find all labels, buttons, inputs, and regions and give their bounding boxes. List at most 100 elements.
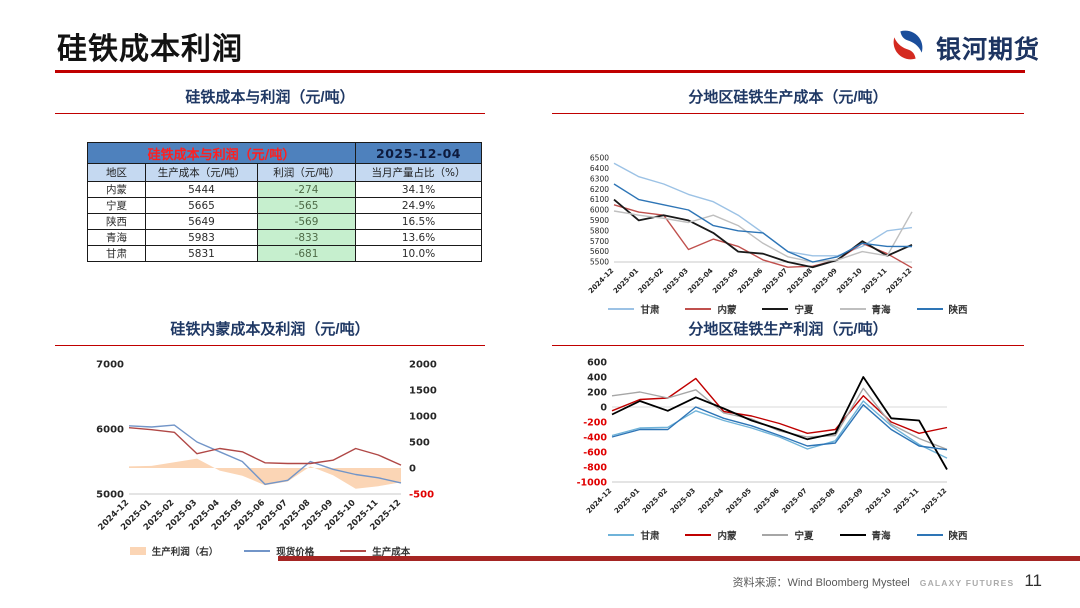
svg-text:5900: 5900 <box>590 216 609 225</box>
series-line-宁夏 <box>613 198 913 269</box>
svg-text:-1000: -1000 <box>577 477 608 488</box>
svg-text:2024-12: 2024-12 <box>587 267 615 295</box>
legend-label: 陕西 <box>948 531 968 542</box>
legend-swatch <box>762 308 789 310</box>
series-line-内蒙 <box>611 377 948 435</box>
column-header: 生产成本（元/吨） <box>145 163 258 182</box>
svg-text:5800: 5800 <box>590 226 609 235</box>
table-row: 甘肃 5831 -681 10.0% <box>87 245 483 262</box>
page-number: 11 <box>1024 571 1042 590</box>
legend-item-青海: 青海 <box>839 528 891 542</box>
legend-label: 生产成本 <box>372 547 411 558</box>
series-line-宁夏 <box>611 387 948 451</box>
panel-neimeng-chart: 硅铁内蒙成本及利润（元/吨） 5000 6000 7000 -500 0 500 1000 1… <box>55 318 485 558</box>
legend-item-生产利润（右）: 生产利润（右） <box>129 544 219 558</box>
legend-item-陕西: 陕西 <box>916 302 968 316</box>
svg-text:2025-05: 2025-05 <box>725 487 753 515</box>
neimeng-legend: 生产利润（右） 现货价格 生产成本 <box>55 544 485 558</box>
svg-text:2025-11: 2025-11 <box>892 487 920 515</box>
svg-text:1000: 1000 <box>409 412 437 423</box>
svg-text:2025-12: 2025-12 <box>885 267 913 295</box>
svg-text:2025-07: 2025-07 <box>780 487 808 515</box>
svg-text:2025-04: 2025-04 <box>697 487 725 515</box>
legend-label: 甘肃 <box>640 305 660 316</box>
column-header: 当月产量占比（%） <box>355 163 483 182</box>
region-cell: 甘肃 <box>87 245 146 262</box>
svg-text:600: 600 <box>587 357 607 368</box>
profit-cell: -569 <box>256 213 357 230</box>
table-row: 宁夏 5665 -565 24.9% <box>87 197 483 214</box>
legend-label: 现货价格 <box>276 547 315 558</box>
svg-text:2025-09: 2025-09 <box>811 267 839 295</box>
legend-label: 青海 <box>871 305 891 316</box>
panel-regional-cost-chart: 分地区硅铁生产成本（元/吨） 5500 5600 5700 5800 5900 6000 6… <box>552 86 1024 316</box>
svg-text:6400: 6400 <box>590 164 609 173</box>
svg-text:2025-08: 2025-08 <box>786 267 814 295</box>
legend-label: 宁夏 <box>794 305 814 316</box>
legend-item-宁夏: 宁夏 <box>762 302 814 316</box>
footer: 资料来源：Wind Bloomberg Mysteel GALAXY FUTUR… <box>732 571 1042 591</box>
legend-swatch <box>916 534 943 536</box>
series-line-内蒙 <box>613 204 913 269</box>
cost-profit-table: 硅铁成本与利润（元/吨） 2025-12-04 地区 生产成本（元/吨） 利润（元/… <box>86 142 483 262</box>
column-header: 利润（元/吨） <box>256 163 357 182</box>
brand-footer-text: GALAXY FUTURES <box>919 578 1015 588</box>
svg-text:2024-12: 2024-12 <box>585 487 613 515</box>
svg-text:1500: 1500 <box>409 386 437 397</box>
brand-logo: 银河期货 <box>889 26 1040 69</box>
svg-text:5600: 5600 <box>590 247 609 256</box>
title-rule <box>55 70 1025 73</box>
legend-item-现货价格: 现货价格 <box>244 544 314 558</box>
legend-item-甘肃: 甘肃 <box>608 528 659 542</box>
panel-title-regional-profit: 分地区硅铁生产利润（元/吨） <box>552 318 1024 346</box>
neimeng-cost-profit-chart: 500060007000-50005001000150020002024-122… <box>96 360 437 533</box>
svg-text:2025-08: 2025-08 <box>808 487 836 515</box>
legend-swatch <box>608 308 635 310</box>
svg-text:5000: 5000 <box>96 490 124 501</box>
svg-text:-500: -500 <box>409 490 434 501</box>
svg-text:6500: 6500 <box>590 154 609 163</box>
profit-cell: -565 <box>256 197 357 214</box>
share-cell: 10.0% <box>355 245 483 262</box>
svg-text:2025-09: 2025-09 <box>836 487 864 515</box>
series-line-生产成本 <box>128 427 402 466</box>
svg-text:5500: 5500 <box>590 258 609 267</box>
svg-text:200: 200 <box>587 387 607 398</box>
share-cell: 13.6% <box>355 229 483 246</box>
svg-text:0: 0 <box>409 464 416 475</box>
svg-text:2025-06: 2025-06 <box>753 487 781 515</box>
legend-label: 内蒙 <box>717 531 737 542</box>
panel-title-neimeng: 硅铁内蒙成本及利润（元/吨） <box>55 318 485 346</box>
series-line-甘肃 <box>613 162 913 257</box>
cost-cell: 5831 <box>145 245 258 262</box>
cost-cell: 5665 <box>145 197 258 214</box>
cost-cell: 5649 <box>145 213 258 230</box>
profit-cell: -681 <box>256 245 357 262</box>
galaxy-swirl-icon <box>889 26 927 69</box>
panel-title-regional-cost: 分地区硅铁生产成本（元/吨） <box>552 86 1024 114</box>
legend-swatch <box>608 534 635 536</box>
svg-text:2025-11: 2025-11 <box>860 267 888 295</box>
svg-text:5700: 5700 <box>590 237 609 246</box>
region-cell: 陕西 <box>87 213 146 230</box>
legend-swatch <box>839 308 866 310</box>
legend-label: 陕西 <box>948 305 968 316</box>
legend-label: 生产利润（右） <box>151 547 219 558</box>
svg-text:-600: -600 <box>583 447 607 458</box>
region-cell: 内蒙 <box>87 181 146 198</box>
legend-swatch <box>685 534 712 536</box>
series-line-甘肃 <box>611 400 948 459</box>
svg-text:2025-03: 2025-03 <box>669 487 697 515</box>
profit-cell: -833 <box>256 229 357 246</box>
svg-text:7000: 7000 <box>96 360 124 371</box>
source-text: 资料来源：Wind Bloomberg Mysteel <box>732 577 910 589</box>
table-row: 青海 5983 -833 13.6% <box>87 229 483 246</box>
legend-label: 青海 <box>871 531 891 542</box>
share-cell: 24.9% <box>355 197 483 214</box>
legend-swatch <box>129 547 146 555</box>
table-title-row: 硅铁成本与利润（元/吨） 2025-12-04 <box>86 142 483 164</box>
legend-item-内蒙: 内蒙 <box>685 302 736 316</box>
legend-item-内蒙: 内蒙 <box>685 528 736 542</box>
region-cell: 青海 <box>87 229 146 246</box>
legend-item-陕西: 陕西 <box>916 528 968 542</box>
